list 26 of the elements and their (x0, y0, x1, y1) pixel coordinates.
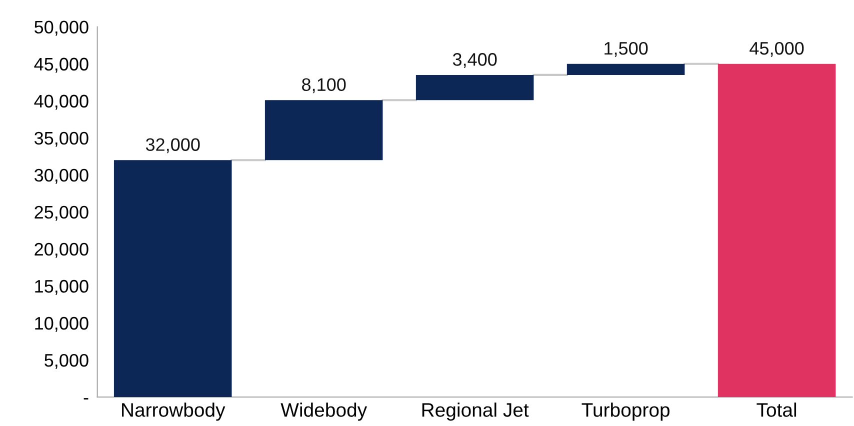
y-tick-label: 35,000 (34, 132, 88, 147)
data-label: 8,100 (302, 78, 346, 94)
x-tick-label: Regional Jet (422, 402, 529, 421)
y-tick-label: 10,000 (35, 316, 88, 332)
y-tick-label: 5,000 (44, 354, 88, 369)
y-tick-label: 50,000 (34, 20, 88, 36)
y-tick-label: 45,000 (34, 58, 88, 73)
bar (416, 74, 534, 100)
bar (264, 100, 383, 160)
y-tick-label: 20,000 (34, 242, 88, 258)
data-label: 45,000 (750, 42, 804, 57)
bar (566, 64, 685, 75)
y-tick-label: 25,000 (34, 206, 88, 221)
x-tick-label: Turboprop (582, 402, 670, 421)
y-tick-label: 15,000 (35, 280, 88, 295)
data-label: 3,400 (452, 53, 497, 68)
data-label: 1,500 (604, 42, 648, 57)
x-tick-label: Total (756, 402, 796, 417)
bar (718, 64, 836, 398)
y-tick-label: 40,000 (34, 94, 88, 110)
x-tick-label: Widebody (280, 402, 368, 421)
x-tick-label: Narrowbody (122, 402, 226, 421)
y-tick-label: - (84, 398, 88, 400)
data-label: 32,000 (146, 138, 200, 154)
bar (114, 160, 232, 398)
y-tick-label: 30,000 (34, 168, 88, 184)
